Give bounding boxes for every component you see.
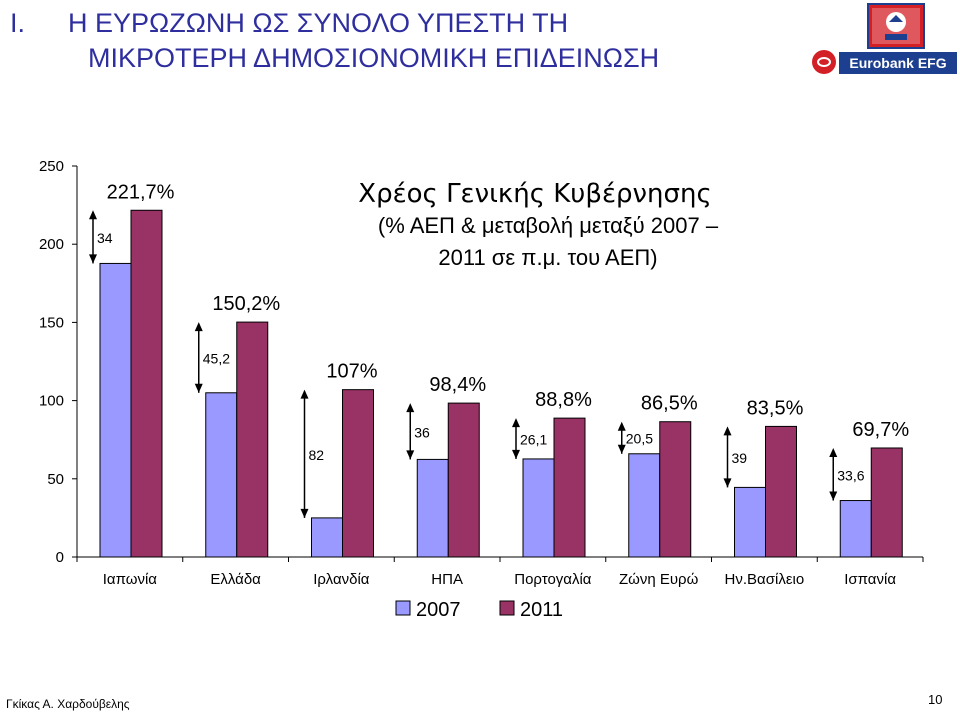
eurobank-logo-text: Eurobank EFG — [839, 52, 957, 74]
change-arrow-head — [300, 389, 309, 399]
category-label: Ιρλανδία — [313, 571, 370, 588]
legend-swatch-2007 — [395, 600, 411, 616]
change-label: 26,1 — [520, 432, 547, 448]
chart-subtitle-line1: (% ΑΕΠ & μεταβολή μεταξύ 2007 – — [378, 213, 719, 238]
bar-2011 — [553, 417, 586, 558]
y-tick-label: 200 — [39, 236, 64, 253]
change-arrow-head — [723, 426, 732, 436]
value-labels: 34 221,7% 45,2 150,2% 82 107% 36 98,4% 26,1 88,8%… — [97, 181, 909, 483]
category-label: Ζώνη Ευρώ — [619, 571, 699, 588]
change-arrow-head — [617, 421, 626, 431]
category-label: Ισπανία — [844, 571, 896, 588]
slide-title-line2: ΜΙΚΡΟΤΕΡΗ ΔΗΜΟΣΙΟΝΟΜΙΚΗ ΕΠΙΔΕΙΝΩΣΗ — [88, 43, 660, 73]
debt-chart: 0 50 100 150 200 250 34 221,7% 45,2 150,2% 82 107%… — [39, 158, 924, 621]
category-label: ΗΠΑ — [431, 571, 463, 588]
bar-2011 — [870, 447, 903, 558]
change-arrow-tail — [617, 444, 626, 454]
change-arrow-tail — [512, 449, 520, 459]
value-label-2011: 150,2% — [212, 293, 280, 315]
category-label: Πορτογαλία — [514, 571, 592, 588]
legend-label-2007: 2007 — [416, 599, 461, 621]
category-label: Ην.Βασίλειο — [725, 571, 805, 588]
change-arrow-head — [89, 210, 97, 220]
bar-2007 — [839, 500, 872, 558]
legend: 2007 2011 — [395, 599, 563, 621]
change-label: 82 — [309, 447, 325, 463]
value-label-2011: 86,5% — [641, 393, 698, 415]
change-arrow-head — [194, 322, 203, 332]
value-label-2011: 107% — [326, 361, 377, 383]
bar-2007 — [311, 517, 343, 558]
bar-2007 — [734, 486, 766, 558]
change-arrow-tail — [89, 254, 97, 264]
slide-number: I. — [10, 8, 26, 38]
bar-2011 — [130, 209, 163, 558]
change-label: 20,5 — [626, 431, 653, 447]
value-label-2011: 69,7% — [852, 419, 909, 441]
change-label: 33,6 — [837, 467, 864, 483]
category-label: Ελλάδα — [210, 571, 261, 588]
change-arrow-head — [406, 403, 415, 413]
chart-title: Χρέος Γενικής Κυβέρνησης — [358, 179, 711, 209]
university-crest-icon — [867, 3, 925, 49]
value-label-2011: 88,8% — [535, 389, 592, 411]
change-arrow-tail — [723, 478, 732, 488]
bar-2011 — [447, 402, 480, 558]
change-label: 36 — [414, 424, 430, 440]
footer-author: Γκίκας Α. Χαρδούβελης — [6, 697, 130, 711]
change-arrow-head — [512, 418, 520, 428]
slide-title-line1: Η ΕΥΡΩΖΩΝΗ ΩΣ ΣΥΝΟΛΟ ΥΠΕΣΤΗ ΤΗ — [68, 8, 569, 38]
eurobank-mark-icon — [812, 50, 836, 74]
legend-label-2011: 2011 — [520, 599, 563, 621]
bar-2007 — [99, 262, 132, 558]
bar-2011 — [659, 421, 692, 558]
category-labels: Ιαπωνία Ελλάδα Ιρλανδία ΗΠΑ Πορτογαλία Ζώνη Ε… — [103, 571, 897, 588]
bar-2011 — [342, 389, 374, 558]
bar-2007 — [416, 458, 449, 558]
change-arrows — [89, 210, 838, 518]
change-arrow-tail — [300, 508, 309, 518]
bar-2007 — [628, 453, 661, 558]
y-tick-label: 250 — [39, 158, 64, 175]
category-label: Ιαπωνία — [103, 571, 158, 588]
bars — [99, 209, 903, 558]
value-label-2011: 98,4% — [429, 374, 486, 396]
change-arrow-head — [829, 447, 838, 457]
change-label: 45,2 — [203, 350, 230, 366]
y-tick-label: 150 — [39, 314, 64, 331]
bar-2007 — [205, 392, 238, 558]
value-label-2011: 83,5% — [747, 397, 804, 419]
y-tick-label: 50 — [47, 471, 64, 488]
bar-2011 — [765, 425, 797, 558]
change-arrow-tail — [406, 450, 415, 460]
change-arrow-tail — [194, 383, 203, 393]
change-label: 39 — [732, 450, 748, 466]
change-arrow-tail — [829, 491, 838, 501]
chart-subtitle-line2: 2011 σε π.μ. του ΑΕΠ) — [438, 245, 657, 270]
bar-2011 — [236, 321, 269, 558]
y-tick-label: 100 — [39, 393, 64, 410]
change-label: 34 — [97, 230, 113, 246]
legend-swatch-2011 — [499, 600, 515, 616]
y-tick-label: 0 — [56, 549, 64, 566]
value-label-2011: 221,7% — [107, 181, 175, 203]
page-number: 10 — [928, 692, 943, 707]
bar-2007 — [522, 458, 555, 558]
